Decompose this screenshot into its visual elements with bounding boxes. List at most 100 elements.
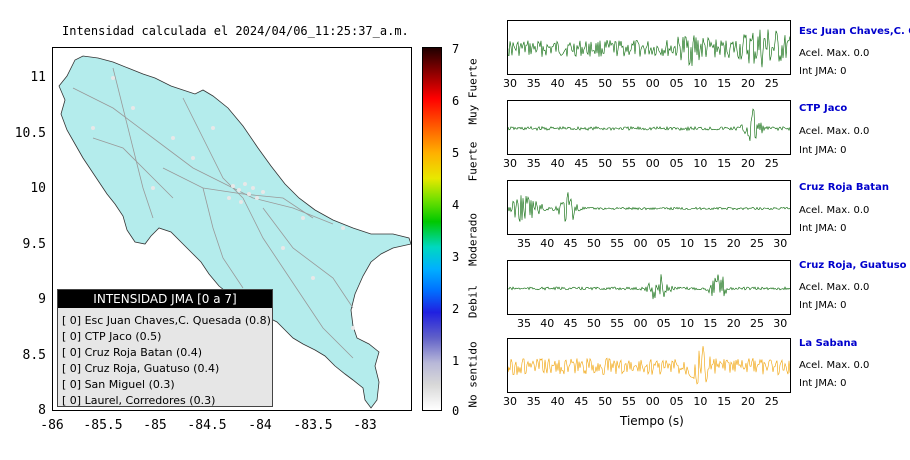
trace-time-tick: 55 (622, 395, 636, 408)
station-name: CTP Jaco (799, 103, 848, 114)
trace-time-tick: 45 (574, 157, 589, 170)
trace-time-tick: 15 (703, 317, 718, 330)
station-int: Int JMA: 0 (799, 300, 847, 311)
trace-time-tick: 55 (622, 157, 636, 170)
trace-time-tick: 05 (669, 395, 684, 408)
trace-time-tick: 45 (563, 237, 578, 250)
trace-time-tick: 10 (693, 77, 708, 90)
trace-time-tick: 55 (610, 237, 625, 250)
trace-time-tick: 35 (517, 317, 531, 330)
trace-time-tick: 05 (656, 237, 671, 250)
y-tick: 10.5 (14, 126, 46, 141)
waveform (508, 29, 790, 68)
trace-plot[interactable] (507, 338, 791, 393)
intensity-legend: INTENSIDAD JMA [0 a 7] [ 0] Esc Juan Cha… (57, 289, 273, 407)
station-acel: Acel. Max. 0.0 (799, 48, 870, 59)
trace-time-tick: 35 (526, 157, 541, 170)
trace-time-tick: 35 (526, 395, 541, 408)
intensity-map-panel: Intensidad calculada el 2024/04/06_11:25… (14, 24, 480, 433)
trace-time-tick: 25 (764, 157, 779, 170)
x-tick: -83.5 (293, 418, 333, 433)
trace-plot[interactable] (507, 180, 791, 235)
trace-time-tick: 20 (741, 77, 755, 90)
legend-header: INTENSIDAD JMA [0 a 7] (58, 290, 272, 308)
trace-time-tick: 55 (622, 77, 636, 90)
costa-rica-land (58, 55, 411, 409)
station-int: Int JMA: 0 (799, 66, 847, 77)
y-tick: 11 (30, 70, 46, 85)
trace-time-tick: 50 (598, 157, 613, 170)
x-tick: -86 (40, 418, 64, 433)
trace-time-tick: 50 (586, 317, 601, 330)
trace-time-tick: 20 (726, 317, 741, 330)
trace-time-tick: 05 (669, 77, 684, 90)
trace-time-tick: 00 (645, 395, 660, 408)
station-acel: Acel. Max. 0.0 (799, 282, 870, 293)
scale-label: Fuerte (466, 141, 480, 182)
waveform (508, 192, 790, 222)
legend-row: [ 0] CTP Jaco (0.5) (62, 330, 162, 343)
y-tick: 10 (30, 181, 46, 196)
trace-time-tick: 40 (550, 157, 565, 170)
trace-time-tick: 30 (773, 317, 788, 330)
map-title: Intensidad calculada el 2024/04/06_11:25… (62, 24, 409, 38)
trace-time-tick: 40 (540, 317, 555, 330)
trace-time-tick: 20 (726, 237, 741, 250)
trace-time-tick: 00 (633, 237, 648, 250)
roads (72, 67, 354, 359)
trace-time-tick: 15 (717, 77, 732, 90)
trace-time-tick: 25 (750, 237, 764, 250)
trace-time-tick: 40 (550, 77, 565, 90)
trace-time-tick: 35 (517, 237, 531, 250)
trace-plot[interactable] (507, 100, 791, 155)
trace-time-tick: 10 (680, 237, 695, 250)
station-int: Int JMA: 0 (799, 378, 847, 389)
scale-label: Muy Fuerte (466, 58, 480, 125)
waveform (508, 108, 790, 141)
trace-time-tick: 10 (693, 157, 708, 170)
legend-row: [ 0] San Miguel (0.3) (62, 378, 175, 391)
trace-time-tick: 15 (717, 157, 732, 170)
trace-time-tick: 45 (563, 317, 578, 330)
scale-tick: 5 (452, 146, 460, 160)
scale-tick: 6 (452, 94, 460, 108)
x-tick: -83 (353, 418, 377, 433)
station-acel: Acel. Max. 0.0 (799, 360, 870, 371)
trace-time-tick: 45 (574, 395, 589, 408)
time-axis-label: Tiempo (s) (620, 414, 684, 428)
intensity-color-scale (422, 47, 442, 411)
scale-tick: 1 (452, 354, 460, 368)
legend-row: [ 0] Laurel, Corredores (0.3) (62, 394, 216, 407)
scale-tick: 3 (452, 250, 460, 264)
scale-tick: 2 (452, 302, 460, 316)
legend-row: [ 0] Cruz Roja, Guatuso (0.4) (62, 362, 220, 375)
trace-plot[interactable] (507, 260, 791, 315)
trace-time-tick: 30 (503, 77, 517, 90)
scale-label: No sentido (466, 341, 480, 408)
waveform (508, 274, 790, 300)
x-tick: -84 (248, 418, 272, 433)
trace-time-tick: 15 (717, 395, 732, 408)
trace-time-tick: 00 (645, 157, 660, 170)
scale-tick: 0 (452, 404, 460, 418)
station-int: Int JMA: 0 (799, 145, 847, 156)
station-name: La Sabana (799, 338, 858, 349)
trace-time-tick: 05 (669, 157, 684, 170)
y-tick: 9 (38, 292, 46, 307)
trace-plot[interactable] (507, 20, 791, 75)
scale-tick: 4 (452, 198, 460, 212)
y-tick: 8 (38, 403, 46, 418)
station-name: Esc Juan Chaves,C. Qu (799, 26, 910, 37)
trace-time-tick: 25 (750, 317, 764, 330)
y-tick: 8.5 (22, 348, 46, 363)
trace-time-tick: 15 (703, 237, 718, 250)
trace-time-tick: 25 (764, 395, 779, 408)
trace-time-tick: 55 (610, 317, 625, 330)
trace-time-tick: 05 (656, 317, 671, 330)
station-int: Int JMA: 0 (799, 223, 847, 234)
legend-row: [ 0] Esc Juan Chaves,C. Quesada (0.8) (62, 314, 271, 327)
station-dots (91, 76, 355, 330)
x-tick: -85.5 (83, 418, 123, 433)
trace-time-tick: 10 (693, 395, 708, 408)
trace-time-tick: 30 (773, 237, 788, 250)
